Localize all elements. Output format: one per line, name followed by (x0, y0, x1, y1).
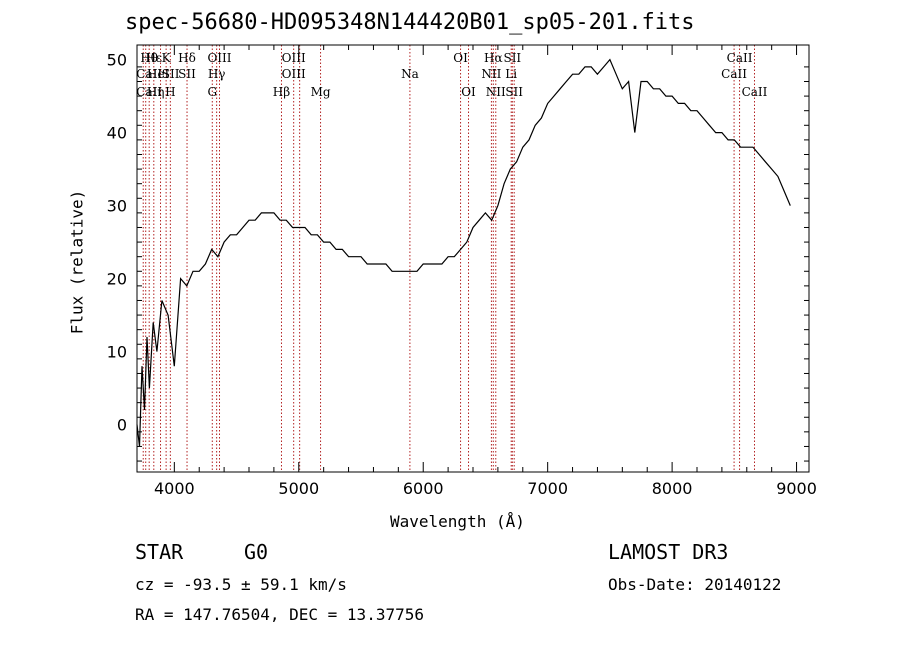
x-tick-label: 9000 (776, 479, 817, 498)
line-label: OIII (207, 51, 231, 65)
line-label: Hε (145, 51, 162, 65)
redshift-velocity: cz = -93.5 ± 59.1 km/s (135, 575, 347, 594)
line-label: SII (503, 51, 521, 65)
line-label: CaII (136, 67, 162, 81)
line-label: NII (486, 85, 506, 99)
y-tick-label: 30 (107, 197, 127, 216)
line-label: SII (505, 85, 523, 99)
survey-name: LAMOST DR3 (608, 540, 729, 564)
line-label: CaII (727, 51, 753, 65)
observation-date: Obs-Date: 20140122 (608, 575, 782, 594)
y-axis-label: Flux (relative) (67, 189, 87, 335)
chart-title: spec-56680-HD095348N144420B01_sp05-201.f… (125, 10, 695, 35)
y-tick-label: 0 (117, 416, 127, 435)
line-label: G (207, 85, 217, 99)
plot-frame (136, 44, 810, 473)
line-label: Hθ (140, 51, 158, 65)
emission-line-markers (142, 45, 755, 472)
line-label: SII (162, 67, 180, 81)
line-label: H (165, 85, 175, 99)
object-class: STAR (135, 540, 184, 564)
line-label: OI (453, 51, 468, 65)
line-labels: HθCaIICaIIHεHeIHηKSIIHHδSIIOIIIHγGOIIIOI… (136, 51, 767, 99)
line-label: Hδ (178, 51, 196, 65)
y-tick-label: 20 (107, 270, 127, 289)
line-label: SII (178, 67, 196, 81)
x-tick-label: 7000 (527, 479, 568, 498)
line-label: Hβ (273, 85, 290, 99)
axis-ticks: 4000 5000 6000 7000 8000 9000 0 10 20 30 40 50 (107, 45, 817, 498)
line-label: OIII (282, 67, 306, 81)
line-label: Na (401, 67, 419, 81)
line-label: OIII (282, 51, 306, 65)
coordinates: RA = 147.76504, DEC = 13.37756 (135, 605, 424, 624)
x-tick-label: 8000 (652, 479, 693, 498)
line-label: Hγ (208, 67, 226, 81)
y-tick-label: 10 (107, 343, 127, 362)
y-tick-label: 40 (107, 124, 127, 143)
line-label: CaII (721, 67, 747, 81)
line-label: HeI (147, 67, 170, 81)
y-tick-label: 50 (107, 51, 127, 70)
line-label: K (162, 51, 172, 65)
x-tick-label: 4000 (154, 479, 195, 498)
line-label: Li (505, 67, 517, 81)
object-subclass: G0 (244, 540, 269, 564)
line-label: CaII (136, 85, 162, 99)
x-axis-label: Wavelength (Å) (390, 512, 525, 531)
spectrum-series-line (136, 58, 791, 447)
line-label: Hη (147, 85, 165, 99)
x-tick-label: 5000 (278, 479, 319, 498)
line-label: OI (461, 85, 476, 99)
line-label: Hα (484, 51, 503, 65)
line-label: NII (481, 67, 501, 81)
line-label: Mg (311, 85, 331, 99)
line-label: CaII (742, 85, 768, 99)
x-tick-label: 6000 (403, 479, 444, 498)
